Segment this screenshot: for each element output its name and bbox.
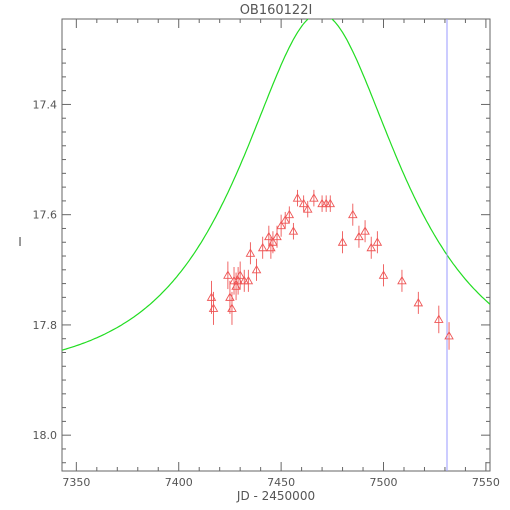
chart-title: OB160122I	[240, 3, 313, 18]
triangle-marker	[284, 209, 295, 219]
data-point	[378, 264, 389, 287]
x-axis-label: JD - 2450000	[236, 489, 315, 503]
data-point	[268, 231, 278, 254]
data-point	[233, 267, 243, 295]
triangle-marker	[268, 237, 278, 246]
triangle-marker	[298, 198, 309, 208]
y-axis-ticks: 17.4 17.6 17.8 18.0	[33, 48, 490, 464]
x-tick-label: 7500	[370, 476, 398, 489]
triangle-marker	[302, 204, 313, 213]
y-axis-label: I	[18, 235, 22, 249]
y-tick-label: 17.6	[33, 209, 58, 222]
triangle-marker	[434, 314, 444, 323]
triangle-marker	[280, 215, 290, 224]
triangle-marker	[272, 231, 282, 241]
triangle-marker	[413, 297, 424, 307]
triangle-marker	[360, 226, 370, 235]
data-point	[372, 231, 383, 254]
data-point	[243, 269, 254, 292]
data-point	[251, 258, 262, 281]
model-curve	[62, 19, 490, 351]
data-point	[245, 242, 256, 265]
triangle-marker	[251, 264, 262, 274]
triangle-marker	[264, 231, 274, 241]
triangle-marker	[292, 193, 303, 202]
triangle-marker	[208, 303, 219, 312]
plot-frame	[61, 18, 491, 472]
data-point	[292, 189, 303, 207]
data-point	[317, 195, 327, 212]
data-point	[225, 280, 235, 314]
data-point	[337, 231, 348, 254]
data-point	[276, 214, 286, 237]
data-point	[229, 267, 239, 295]
data-point	[348, 203, 358, 226]
data-point	[325, 195, 336, 212]
x-tick-label: 7400	[165, 476, 193, 489]
data-point	[284, 206, 295, 223]
data-point	[223, 261, 233, 290]
triangle-marker	[223, 270, 233, 279]
data-point	[321, 195, 331, 212]
triangle-marker	[372, 237, 383, 246]
data-point	[397, 269, 407, 292]
data-point	[208, 291, 219, 325]
triangle-marker	[309, 193, 319, 202]
triangle-marker	[444, 331, 454, 340]
data-point	[231, 272, 241, 301]
triangle-marker	[348, 209, 358, 219]
data-point	[264, 225, 274, 248]
triangle-marker	[276, 220, 286, 230]
data-point	[227, 291, 237, 325]
x-axis-ticks: 7350 7400 7450 7500 7550	[62, 19, 500, 489]
y-tick-label: 17.8	[33, 319, 58, 332]
data-points	[206, 189, 454, 350]
data-point	[309, 189, 319, 207]
data-point	[206, 280, 217, 314]
triangle-marker	[397, 275, 407, 285]
data-point	[257, 236, 268, 259]
triangle-marker	[243, 275, 254, 285]
triangle-marker	[366, 242, 377, 252]
axes	[61, 18, 491, 472]
triangle-marker	[288, 226, 299, 235]
triangle-marker	[245, 248, 256, 257]
data-point	[272, 225, 282, 248]
model-layer	[62, 19, 490, 351]
data-point	[444, 322, 454, 350]
triangle-marker	[378, 270, 389, 279]
data-point	[298, 195, 309, 212]
data-point	[434, 305, 444, 334]
y-tick-label: 17.4	[33, 98, 58, 111]
data-point	[235, 261, 245, 290]
triangle-marker	[354, 231, 364, 241]
data-point	[366, 236, 377, 259]
x-tick-label: 7450	[267, 476, 295, 489]
triangle-marker	[227, 303, 237, 312]
x-tick-label: 7550	[472, 476, 500, 489]
data-point	[354, 225, 364, 248]
data-point	[280, 211, 290, 229]
data-point	[288, 222, 299, 240]
data-point	[360, 220, 370, 243]
data-point	[413, 291, 424, 314]
y-tick-label: 18.0	[33, 429, 58, 442]
data-point	[302, 200, 313, 218]
triangle-marker	[257, 242, 268, 252]
x-tick-label: 7350	[62, 476, 90, 489]
triangle-marker	[235, 270, 245, 279]
triangle-marker	[337, 237, 348, 246]
triangle-marker	[325, 198, 336, 208]
